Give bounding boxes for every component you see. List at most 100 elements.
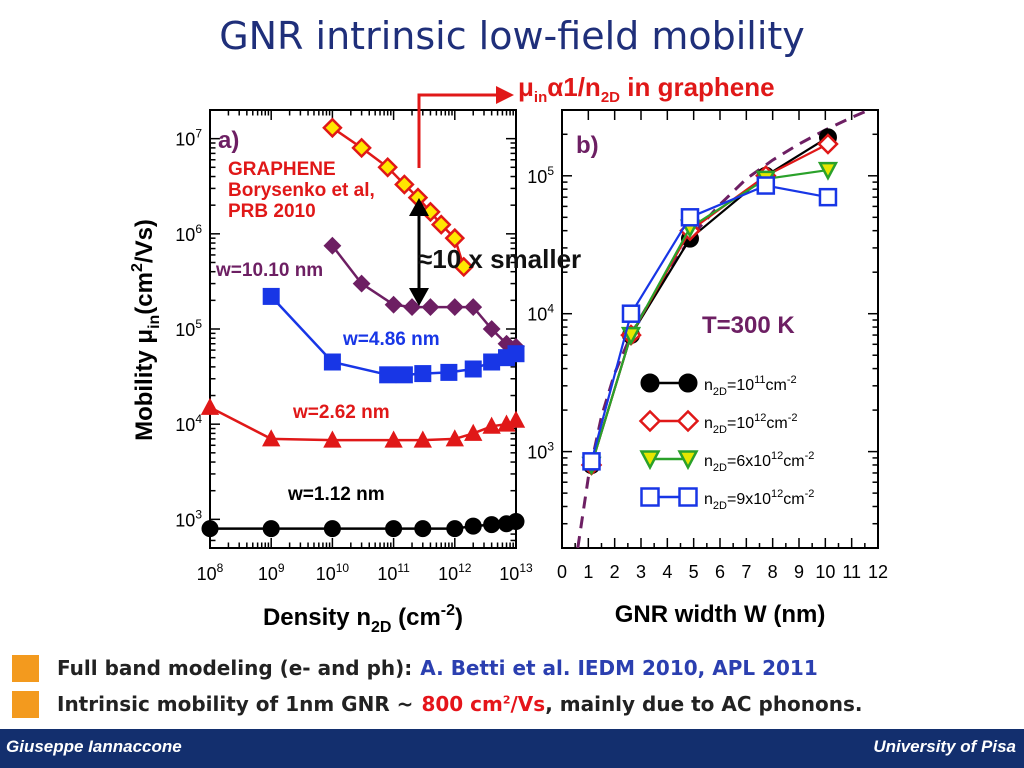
data-point	[483, 516, 501, 534]
data-point	[464, 298, 483, 316]
data-point	[403, 298, 421, 316]
y-tick-label: 107	[175, 127, 202, 150]
x-tick-label: 0	[557, 562, 567, 582]
x-tick-label: 3	[636, 562, 646, 582]
bullet-item-modeling: Full band modeling (e- and ph): A. Betti…	[12, 650, 1012, 686]
bullet-square-icon	[12, 690, 39, 718]
callout-arrow	[417, 93, 500, 168]
data-point	[414, 520, 432, 538]
y-tick-label: 103	[527, 440, 554, 463]
data-point	[453, 256, 475, 278]
bullet-text: Full band modeling (e- and ph):	[57, 656, 413, 680]
x-tick-label: 7	[741, 562, 751, 582]
data-point	[445, 429, 464, 447]
data-point	[621, 304, 641, 323]
y-tick-label: 106	[175, 222, 202, 245]
data-point	[444, 227, 466, 249]
data-point	[445, 298, 464, 316]
data-point	[506, 410, 526, 428]
x-tick-label: 8	[768, 562, 778, 582]
data-point	[323, 520, 341, 538]
data-point	[817, 161, 839, 181]
bullet-text: Intrinsic mobility of 1nm GNR ~	[57, 692, 414, 716]
data-point	[756, 176, 776, 195]
data-point	[384, 295, 403, 314]
x-axis-label: GNR width W (nm)	[615, 601, 826, 628]
data-point	[323, 430, 342, 448]
data-point	[351, 137, 372, 159]
data-point	[482, 320, 501, 338]
data-point	[678, 487, 698, 507]
series-label: w=10.10 nm	[215, 260, 323, 281]
series-line	[209, 406, 517, 442]
x-tick-label: 1010	[316, 561, 350, 584]
data-point	[507, 512, 525, 530]
data-point	[817, 133, 839, 155]
x-tick-label: 108	[197, 561, 224, 584]
data-point	[482, 416, 501, 434]
bullet-square-icon	[12, 654, 39, 682]
legend-label: n2D=9x1012cm-2	[704, 488, 814, 512]
data-point	[440, 363, 458, 381]
y-tick-label: 104	[527, 302, 554, 325]
data-point	[413, 430, 432, 448]
fit-curve	[576, 110, 873, 548]
data-point	[322, 117, 343, 139]
data-point	[352, 274, 371, 293]
data-point	[677, 450, 699, 471]
data-point	[262, 520, 280, 538]
x-tick-label: 5	[689, 562, 699, 582]
footer-bar: Giuseppe Iannaccone University of Pisa	[0, 729, 1024, 768]
series-label: w=1.12 nm	[287, 484, 385, 505]
data-point	[414, 365, 432, 383]
data-point	[582, 452, 601, 471]
data-point	[395, 366, 413, 384]
legend-label: n2D=6x1012cm-2	[704, 450, 814, 474]
data-point	[262, 287, 280, 305]
y-tick-label: 105	[527, 164, 554, 187]
footer-institution: University of Pisa	[873, 737, 1016, 756]
data-point	[384, 430, 403, 448]
temperature-label: T=300 K	[702, 312, 795, 339]
legend-label: n2D=1011cm-2	[704, 374, 797, 398]
graphene-reference-label: GRAPHENE	[228, 159, 336, 180]
graphene-reference-label: Borysenko et al,	[228, 180, 375, 201]
y-axis-label: Mobility μin(cm2/Vs)	[129, 219, 163, 441]
bullet-citation: A. Betti et al. IEDM 2010, APL 2011	[420, 656, 818, 680]
graphene-relation-annotation: μinα1/n2D in graphene	[518, 72, 775, 107]
x-axis-label: Density n2D (cm-2)	[263, 602, 463, 636]
data-point	[323, 353, 341, 371]
x-tick-label: 11	[842, 562, 861, 582]
series-label: w=4.86 nm	[342, 329, 440, 350]
data-point	[640, 373, 660, 393]
data-point	[262, 429, 281, 447]
data-point	[678, 373, 698, 393]
data-point	[507, 345, 525, 363]
x-tick-label: 9	[794, 562, 804, 582]
legend-label: n2D=1012cm-2	[704, 412, 797, 436]
data-point	[464, 517, 482, 535]
x-tick-label: 1011	[377, 561, 410, 584]
data-point	[464, 360, 482, 378]
data-point	[446, 520, 464, 538]
data-point	[421, 298, 440, 316]
data-point	[638, 409, 662, 433]
x-tick-label: 1	[583, 562, 593, 582]
data-point	[201, 520, 219, 538]
data-point	[676, 409, 700, 433]
series-label: w=2.62 nm	[292, 402, 390, 423]
data-point	[464, 423, 483, 441]
x-tick-label: 1012	[438, 561, 472, 584]
series-line	[331, 244, 517, 348]
arrow-head-icon	[496, 86, 514, 104]
data-point	[640, 487, 660, 507]
gap-annotation: ≈10 x smaller	[418, 244, 582, 274]
data-point	[818, 187, 838, 207]
bullet-mobility-value: 800 cm2/Vs	[421, 692, 546, 716]
data-point	[483, 353, 501, 371]
data-point	[323, 236, 342, 255]
slide-title: GNR intrinsic low-field mobility	[219, 14, 805, 58]
arrow-up-icon	[409, 198, 429, 216]
data-point	[394, 174, 415, 195]
data-point	[379, 366, 397, 384]
